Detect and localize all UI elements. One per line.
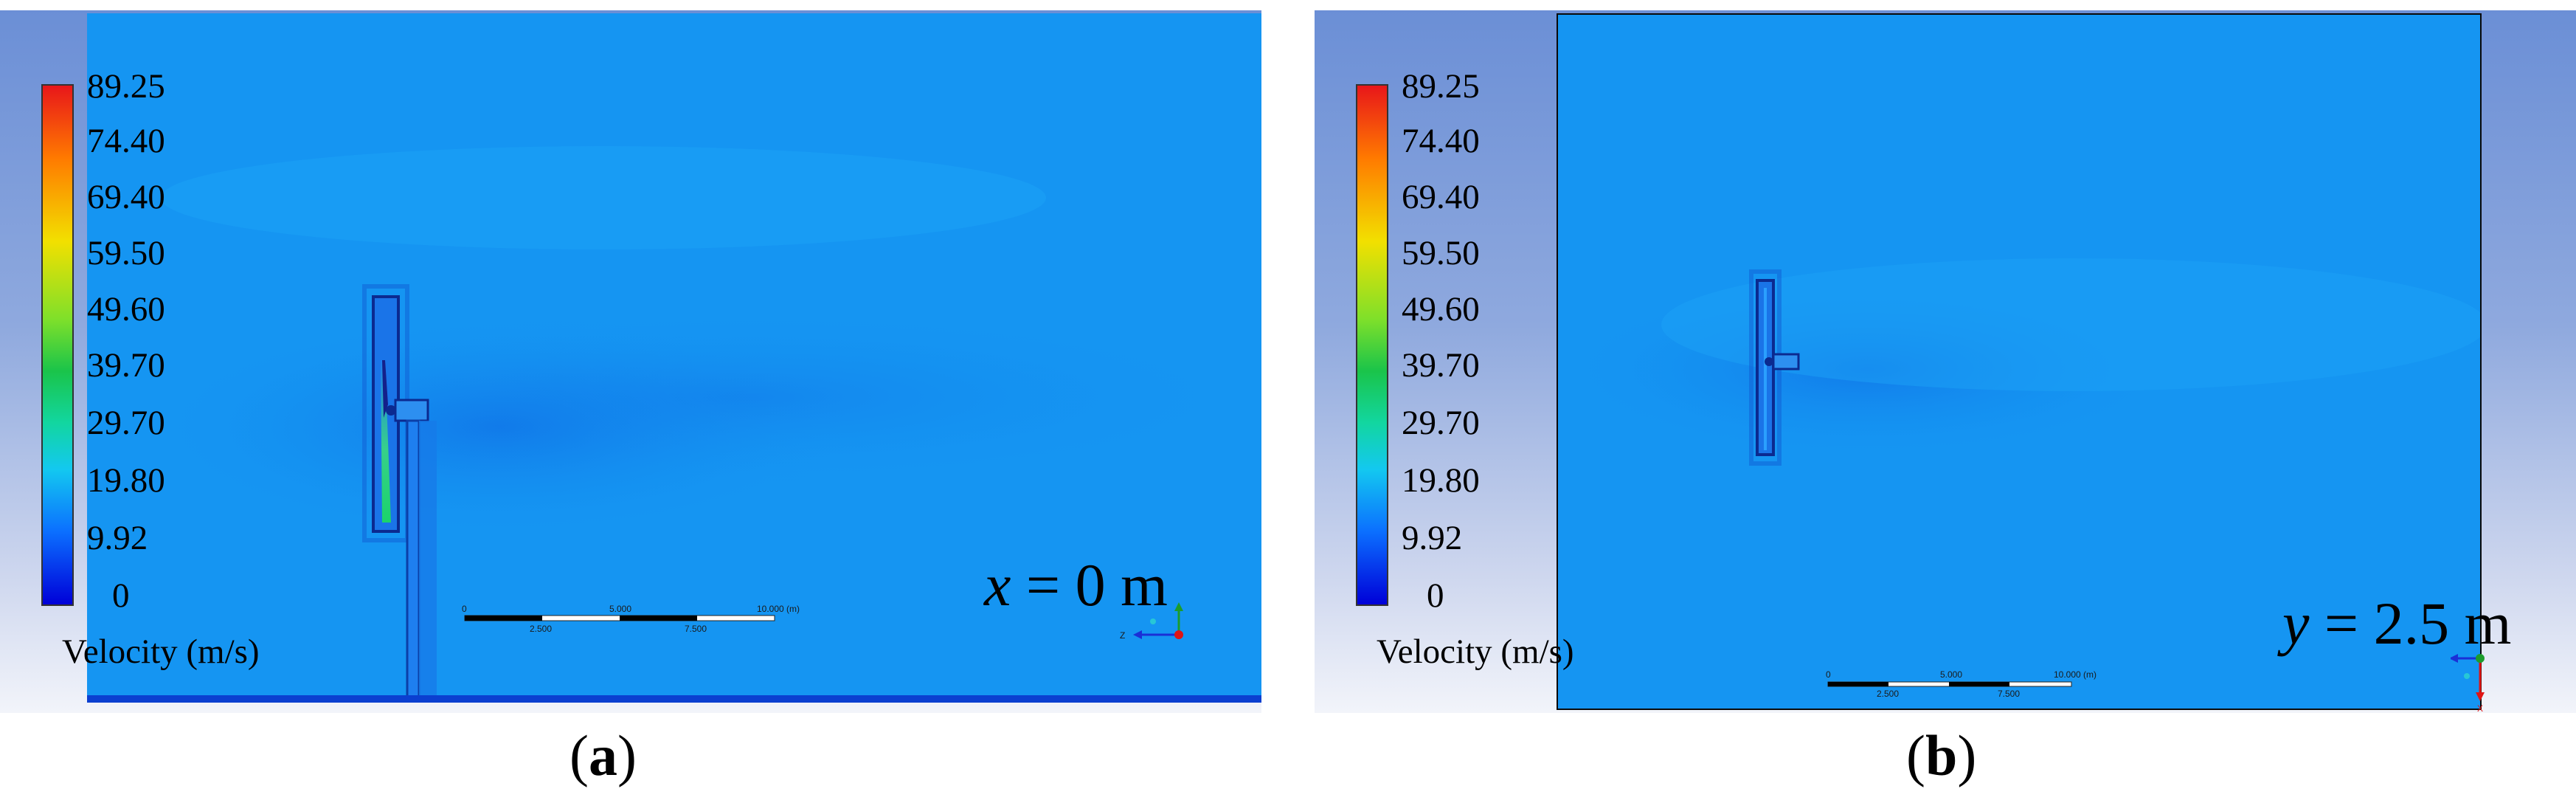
colorbar-tick: 49.60 — [1402, 290, 1480, 328]
cfd-viewport-b: 0 5.000 10.000 (m) 2.500 7.500 Z X 89.25… — [1315, 10, 2576, 714]
tower — [406, 419, 420, 703]
plane-value: = 0 m — [1011, 551, 1168, 618]
tower-wake — [419, 421, 437, 703]
blade-hub-shadow — [382, 360, 388, 418]
wake-region-far — [235, 309, 1261, 486]
upper-flow-band — [161, 146, 1046, 249]
scale-tick: 10.000 (m) — [2054, 669, 2097, 680]
colorbar-tick: 9.92 — [87, 519, 148, 557]
colorbar-title: Velocity (m/s) — [62, 633, 260, 671]
colorbar-tick: 0 — [1427, 576, 1444, 615]
cfd-viewport-a: 0 5.000 10.000 (m) 2.500 7.500 Z — [0, 10, 1261, 713]
upper-flow-band — [1661, 258, 2480, 391]
panel-a: 0 5.000 10.000 (m) 2.500 7.500 Z — [0, 0, 1261, 803]
colorbar-tick: 29.70 — [87, 404, 165, 442]
colorbar-tick: 69.40 — [1402, 178, 1480, 216]
plane-value: = 2.5 m — [2309, 590, 2512, 657]
colorbar-legend-a: 89.25 74.40 69.40 59.50 49.60 39.70 29.7… — [0, 10, 295, 704]
hub — [386, 405, 396, 416]
scale-tick: 5.000 — [609, 604, 631, 614]
panel-letter: a — [588, 723, 617, 788]
plane-variable: x — [984, 551, 1011, 618]
triad-axis-label: Z — [1120, 630, 1125, 641]
panel-caption-a: (a) — [569, 723, 637, 788]
hub — [1765, 357, 1773, 366]
colorbar-legend-b: 89.25 74.40 69.40 59.50 49.60 39.70 29.7… — [1315, 10, 1610, 704]
plane-location-label: x = 0 m — [984, 555, 1168, 616]
velocity-contour-domain-b: 0 5.000 10.000 (m) 2.500 7.500 — [1557, 13, 2482, 710]
colorbar-tick: 89.25 — [87, 67, 165, 106]
axis-triad: Z X — [2451, 654, 2485, 714]
colorbar-tick: 9.92 — [1402, 519, 1463, 557]
scale-tick: 2.500 — [530, 624, 552, 634]
axis-triad: Z — [1120, 602, 1183, 641]
velocity-field-b: 0 5.000 10.000 (m) 2.500 7.500 — [1558, 258, 2480, 699]
colorbar-tick: 29.70 — [1402, 404, 1480, 442]
colorbar-tick: 19.80 — [87, 461, 165, 500]
colorbar-tick: 19.80 — [1402, 461, 1480, 500]
scale-bar: 0 5.000 10.000 (m) 2.500 7.500 — [1826, 669, 2097, 699]
colorbar-tick: 69.40 — [87, 178, 165, 216]
nacelle — [394, 399, 429, 422]
nacelle — [1772, 353, 1800, 371]
colorbar-tick: 0 — [112, 576, 130, 615]
colorbar-title: Velocity (m/s) — [1377, 633, 1574, 671]
scale-tick: 2.500 — [1877, 689, 1899, 699]
colorbar-tick: 39.70 — [87, 346, 165, 385]
colorbar-tick: 89.25 — [1402, 67, 1480, 106]
colorbar-tick: 59.50 — [87, 234, 165, 272]
triad-axis-label: X — [2477, 703, 2483, 714]
panel-b: 0 5.000 10.000 (m) 2.500 7.500 Z X 89.25… — [1315, 0, 2576, 803]
colorbar-tick: 59.50 — [1402, 234, 1480, 272]
panel-caption-b: (b) — [1906, 723, 1977, 788]
colorbar-tick: 49.60 — [87, 290, 165, 328]
velocity-field-a: 0 5.000 10.000 (m) 2.500 7.500 Z — [87, 146, 1261, 703]
scale-tick: 0 — [462, 604, 467, 614]
colorbar — [41, 84, 74, 606]
velocity-contour-domain-a: 0 5.000 10.000 (m) 2.500 7.500 Z — [87, 13, 1261, 703]
colorbar-tick: 74.40 — [87, 122, 165, 160]
colorbar-tick: 74.40 — [1402, 122, 1480, 160]
plane-variable: y — [2282, 590, 2310, 657]
scale-bar: 0 5.000 10.000 (m) 2.500 7.500 — [462, 604, 800, 634]
colorbar — [1356, 84, 1388, 606]
colorbar-tick: 39.70 — [1402, 346, 1480, 385]
plane-location-label: y = 2.5 m — [2282, 593, 2511, 654]
panel-letter: b — [1925, 723, 1958, 788]
scale-tick: 5.000 — [1940, 669, 1962, 680]
scale-tick: 7.500 — [685, 624, 707, 634]
scale-tick: 0 — [1826, 669, 1831, 680]
scale-tick: 7.500 — [1998, 689, 2020, 699]
ground-boundary-layer — [87, 695, 1261, 703]
scale-tick: 10.000 (m) — [757, 604, 800, 614]
